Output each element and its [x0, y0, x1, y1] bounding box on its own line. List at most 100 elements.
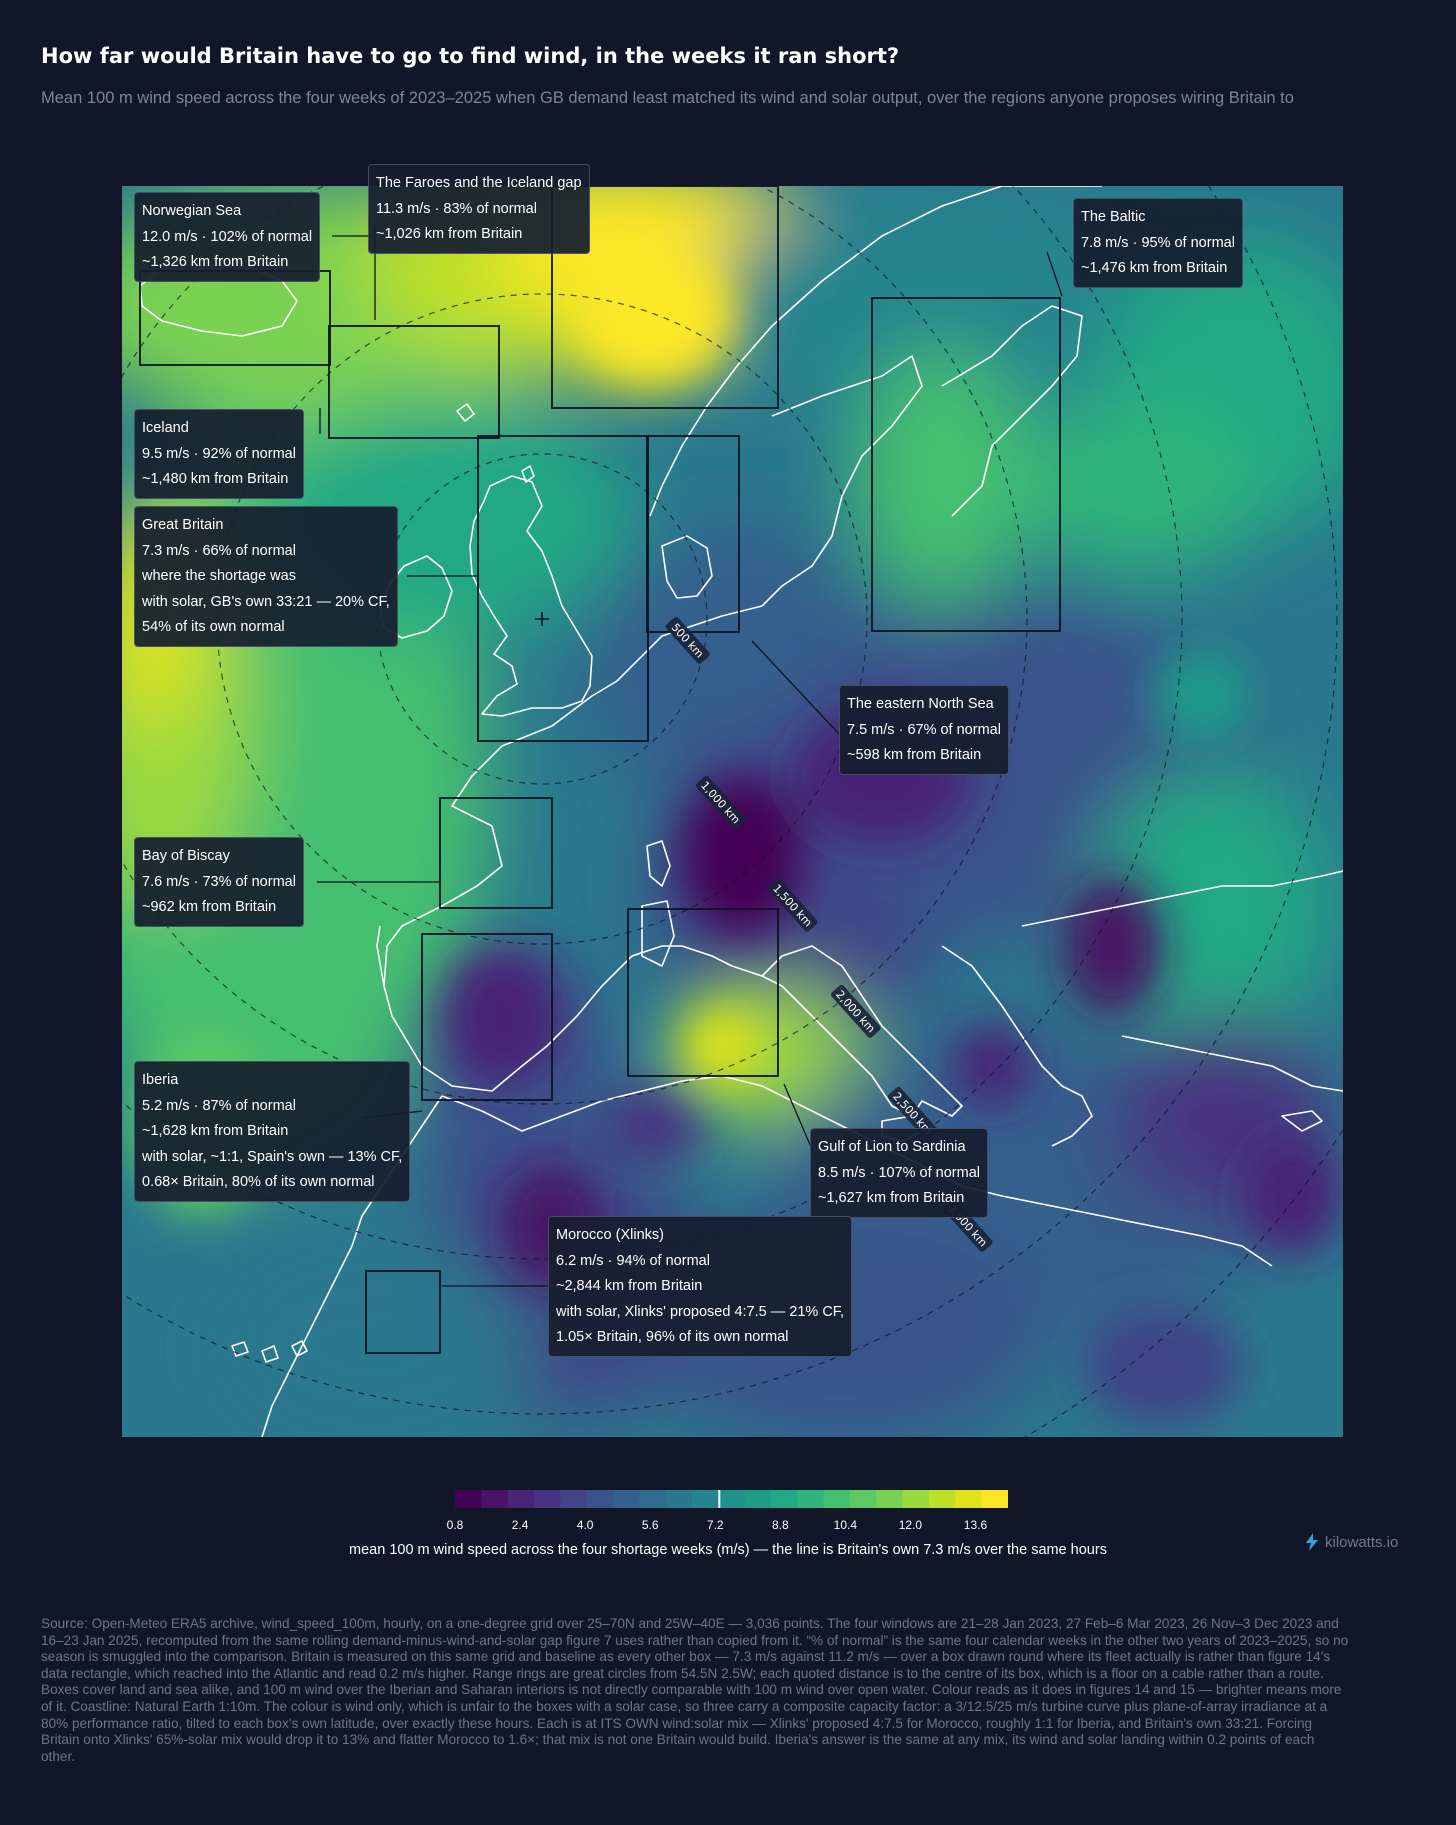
callout-distance: ~962 km from Britain — [142, 899, 277, 915]
callout-name: Great Britain — [142, 517, 224, 533]
callout-pct: 83% of normal — [443, 200, 537, 217]
callout-extra: 1.05× Britain, 96% of its own normal — [556, 1329, 789, 1345]
callout-extra: with solar, GB's own 33:21 — 20% CF, — [142, 593, 390, 610]
colorbar-segment — [692, 1490, 719, 1508]
callout-stats: 9.5 m/s · 92% of normal — [142, 445, 296, 462]
callout-distance: ~1,480 km from Britain — [142, 471, 289, 487]
callout-eastern-north-sea: The eastern North Sea 7.5 m/s · 67% of n… — [839, 685, 1009, 775]
colorbar-segment — [929, 1490, 956, 1508]
colorbar-segment — [613, 1490, 640, 1508]
callout-name: Norwegian Sea — [142, 203, 242, 219]
source-note: Source: Open-Meteo ERA5 archive, wind_sp… — [41, 1616, 1349, 1764]
colorbar-tick: 10.4 — [833, 1518, 858, 1532]
callout-morocco: Morocco (Xlinks) 6.2 m/s · 94% of normal… — [548, 1216, 853, 1357]
colorbar-segment — [744, 1490, 772, 1508]
page-title: How far would Britain have to go to find… — [41, 44, 900, 68]
colorbar-tick: 13.6 — [963, 1518, 988, 1532]
colorbar-segment — [955, 1490, 983, 1508]
callout-pct: 87% of normal — [202, 1097, 296, 1114]
callout-pct: 94% of normal — [616, 1252, 710, 1269]
callout-name: Iberia — [142, 1072, 179, 1088]
callout-pct: 73% of normal — [202, 873, 296, 890]
callout-faroes: The Faroes and the Iceland gap 11.3 m/s … — [368, 164, 590, 254]
callout-stats: 5.2 m/s · 87% of normal — [142, 1097, 296, 1114]
callout-speed: 8.5 m/s — [818, 1164, 866, 1181]
callout-stats: 12.0 m/s · 102% of normal — [142, 228, 313, 245]
britain-centre-marker — [535, 612, 549, 626]
colorbar-tick: 8.8 — [771, 1518, 789, 1532]
callout-distance: ~1,628 km from Britain — [142, 1123, 289, 1139]
callout-speed: 11.3 m/s — [376, 200, 431, 217]
callout-pct: 102% of normal — [210, 228, 313, 245]
callout-pct: 92% of normal — [202, 445, 296, 462]
callout-distance: ~1,026 km from Britain — [376, 226, 523, 242]
callout-iberia: Iberia 5.2 m/s · 87% of normal ~1,628 km… — [134, 1061, 411, 1202]
callout-distance: ~1,326 km from Britain — [142, 254, 289, 270]
colorbar-segment — [850, 1490, 877, 1508]
colorbar-segment — [639, 1490, 667, 1508]
colorbar-segment — [797, 1490, 825, 1508]
callout-pct: 95% of normal — [1141, 234, 1235, 251]
callout-speed: 7.3 m/s — [142, 542, 190, 559]
callout-speed: 7.6 m/s — [142, 873, 190, 890]
callout-speed: 6.2 m/s — [556, 1252, 604, 1269]
callout-distance: ~2,844 km from Britain — [556, 1278, 703, 1294]
callout-stats: 7.8 m/s · 95% of normal — [1081, 234, 1235, 251]
callout-stats: 6.2 m/s · 94% of normal — [556, 1252, 710, 1269]
callout-name: Iceland — [142, 420, 189, 436]
box-faroes — [328, 325, 500, 439]
callout-speed: 7.5 m/s — [847, 721, 895, 738]
page-subtitle: Mean 100 m wind speed across the four we… — [41, 89, 1294, 107]
callout-stats: 11.3 m/s · 83% of normal — [376, 200, 537, 217]
callout-stats: 8.5 m/s · 107% of normal — [818, 1164, 980, 1181]
colorbar-segment — [481, 1490, 509, 1508]
colorbar-segment — [902, 1490, 930, 1508]
callout-name: Bay of Biscay — [142, 848, 230, 864]
colorbar-tick: 5.6 — [641, 1518, 659, 1532]
colorbar-segment — [560, 1490, 588, 1508]
box-biscay — [439, 797, 553, 909]
colorbar — [455, 1490, 1008, 1508]
colorbar-segment — [665, 1490, 693, 1508]
colorbar-segment — [876, 1490, 904, 1508]
region-boxes — [139, 186, 1061, 1354]
brand-label: kilowatts.io — [1325, 1533, 1399, 1551]
box-gulf-of-lion — [627, 908, 779, 1077]
colorbar-label: mean 100 m wind speed across the four sh… — [349, 1542, 1107, 1558]
callout-extra: with solar, ~1:1, Spain's own — 13% CF, — [142, 1148, 403, 1165]
colorbar-segment — [718, 1490, 746, 1508]
callout-iceland: Iceland 9.5 m/s · 92% of normal ~1,480 k… — [134, 409, 304, 499]
callout-speed: 9.5 m/s — [142, 445, 190, 462]
colorbar-segment — [771, 1490, 798, 1508]
callout-baltic: The Baltic 7.8 m/s · 95% of normal ~1,47… — [1073, 198, 1243, 288]
box-great-britain — [477, 435, 649, 742]
callout-speed: 12.0 m/s — [142, 228, 198, 245]
callout-extra: with solar, Xlinks' proposed 4:7.5 — 21%… — [556, 1303, 845, 1320]
callout-name: Gulf of Lion to Sardinia — [818, 1139, 966, 1155]
callout-name: The Faroes and the Iceland gap — [376, 175, 582, 191]
brand[interactable]: kilowatts.io — [1305, 1533, 1398, 1551]
colorbar-tick: 12.0 — [898, 1518, 923, 1532]
callout-great-britain: Great Britain 7.3 m/s · 66% of normal wh… — [134, 506, 398, 647]
callout-distance: ~1,627 km from Britain — [818, 1190, 965, 1206]
callout-name: Morocco (Xlinks) — [556, 1227, 664, 1243]
colorbar-tick: 7.2 — [706, 1518, 724, 1532]
callout-biscay: Bay of Biscay 7.6 m/s · 73% of normal ~9… — [134, 837, 304, 927]
colorbar-segment — [534, 1490, 561, 1508]
colorbar-segment — [455, 1490, 482, 1508]
callout-distance: where the shortage was — [142, 568, 296, 584]
wind-field: 500 km 1,000 km 1,500 km 2,000 km 2,500 … — [122, 186, 1343, 1437]
callout-speed: 5.2 m/s — [142, 1097, 190, 1114]
callout-pct: 66% of normal — [202, 542, 296, 559]
callout-speed: 7.8 m/s — [1081, 234, 1129, 251]
callout-distance: ~598 km from Britain — [847, 747, 982, 763]
callout-stats: 7.5 m/s · 67% of normal — [847, 721, 1001, 738]
callout-stats: 7.3 m/s · 66% of normal — [142, 542, 296, 559]
callout-stats: 7.6 m/s · 73% of normal — [142, 873, 296, 890]
wind-map: 500 km 1,000 km 1,500 km 2,000 km 2,500 … — [122, 186, 1343, 1437]
colorbar-segment — [586, 1490, 614, 1508]
callout-pct: 107% of normal — [878, 1164, 980, 1181]
box-morocco — [365, 1270, 441, 1354]
box-norwegian-sea — [551, 186, 779, 409]
callout-pct: 67% of normal — [907, 721, 1001, 738]
